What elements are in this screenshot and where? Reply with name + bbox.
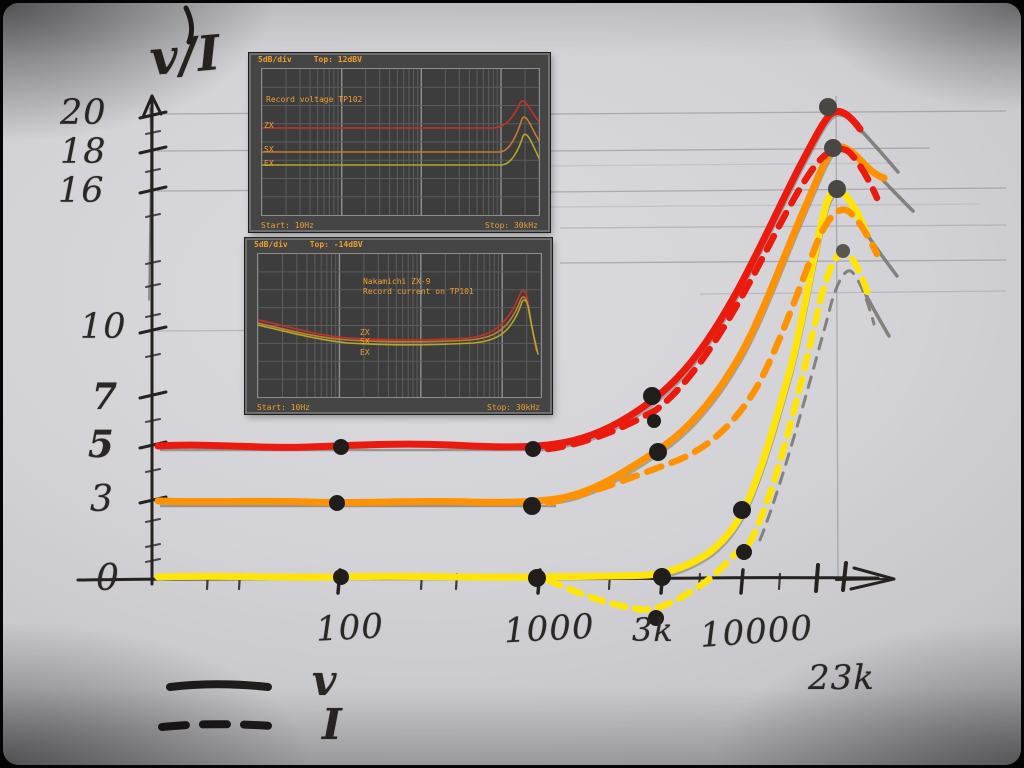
scope1-header: 5dB/div Top: 12dBV (258, 55, 384, 64)
i-curves-dashed (544, 145, 881, 613)
scope2-header: 5dB/div Top: -14dBV (254, 240, 385, 249)
x-label-10000: 10000 (698, 608, 815, 656)
scope2-curve-sx (258, 296, 538, 352)
legend-strokes (158, 680, 276, 731)
scope2-top-ref: Top: -14dBV (309, 240, 363, 249)
y-label-3: 3 (90, 479, 114, 520)
scope2-label-zx: ZX (360, 328, 370, 337)
y-label-0: 0 (96, 558, 120, 599)
y-label-5: 5 (88, 422, 115, 466)
scope2-plot: Nakamichi ZX-9 Record current on TP101 Z… (257, 253, 542, 398)
scope1-plot: Record voltage TP102 ZX SX EX (261, 68, 540, 216)
x-label-3k: 3k (632, 611, 674, 649)
scope1-scale: 5dB/div (258, 55, 292, 64)
y-label-20: 20 (60, 93, 107, 133)
scope2-annotation-1: Nakamichi ZX-9 (363, 277, 431, 286)
scope2-scale: 5dB/div (254, 240, 288, 249)
scope1-label-ex: EX (264, 159, 274, 168)
scope1-stop: Stop: 30kHz (485, 221, 538, 230)
x-label-1000: 1000 (503, 606, 596, 652)
legend-solid-label: v (312, 656, 338, 705)
scope2-label-ex: EX (360, 348, 370, 357)
scope1-top-ref: Top: 12dBV (313, 55, 362, 64)
y-label-18: 18 (60, 132, 107, 172)
legend-dashed-label: I (322, 700, 343, 749)
x-label-100: 100 (314, 606, 385, 650)
x-label-23k: 23k (808, 658, 875, 698)
y-label-7: 7 (92, 376, 119, 418)
y-label-10: 10 (80, 307, 127, 347)
scope1-label-sx: SX (264, 145, 274, 154)
curve-sx-i (544, 206, 881, 507)
scope1-grid (262, 69, 539, 215)
legend-dashed-line (158, 720, 276, 731)
scope1-annotation: Record voltage TP102 (266, 95, 363, 104)
scope-inset-voltage: 5dB/div Top: 12dBV Record voltage TP102 Z… (248, 52, 551, 233)
scope2-annotation-2: Record current on TP101 (363, 287, 474, 296)
scope2-grid (258, 254, 541, 397)
scope2-curve-ex (258, 299, 539, 355)
scope2-start: Start: 10Hz (257, 403, 310, 412)
scope2-stop: Stop: 30kHz (487, 403, 540, 412)
scope2-label-sx: SX (360, 337, 370, 346)
scope-inset-current: 5dB/div Top: -14dBV Nakamichi ZX-9 Record… (244, 237, 553, 415)
scope1-label-zx: ZX (264, 121, 274, 130)
legend-solid-line (166, 680, 272, 691)
y-label-16: 16 (58, 171, 105, 211)
scope1-start: Start: 10Hz (261, 221, 314, 230)
y-axis-title: v/I (147, 25, 224, 87)
